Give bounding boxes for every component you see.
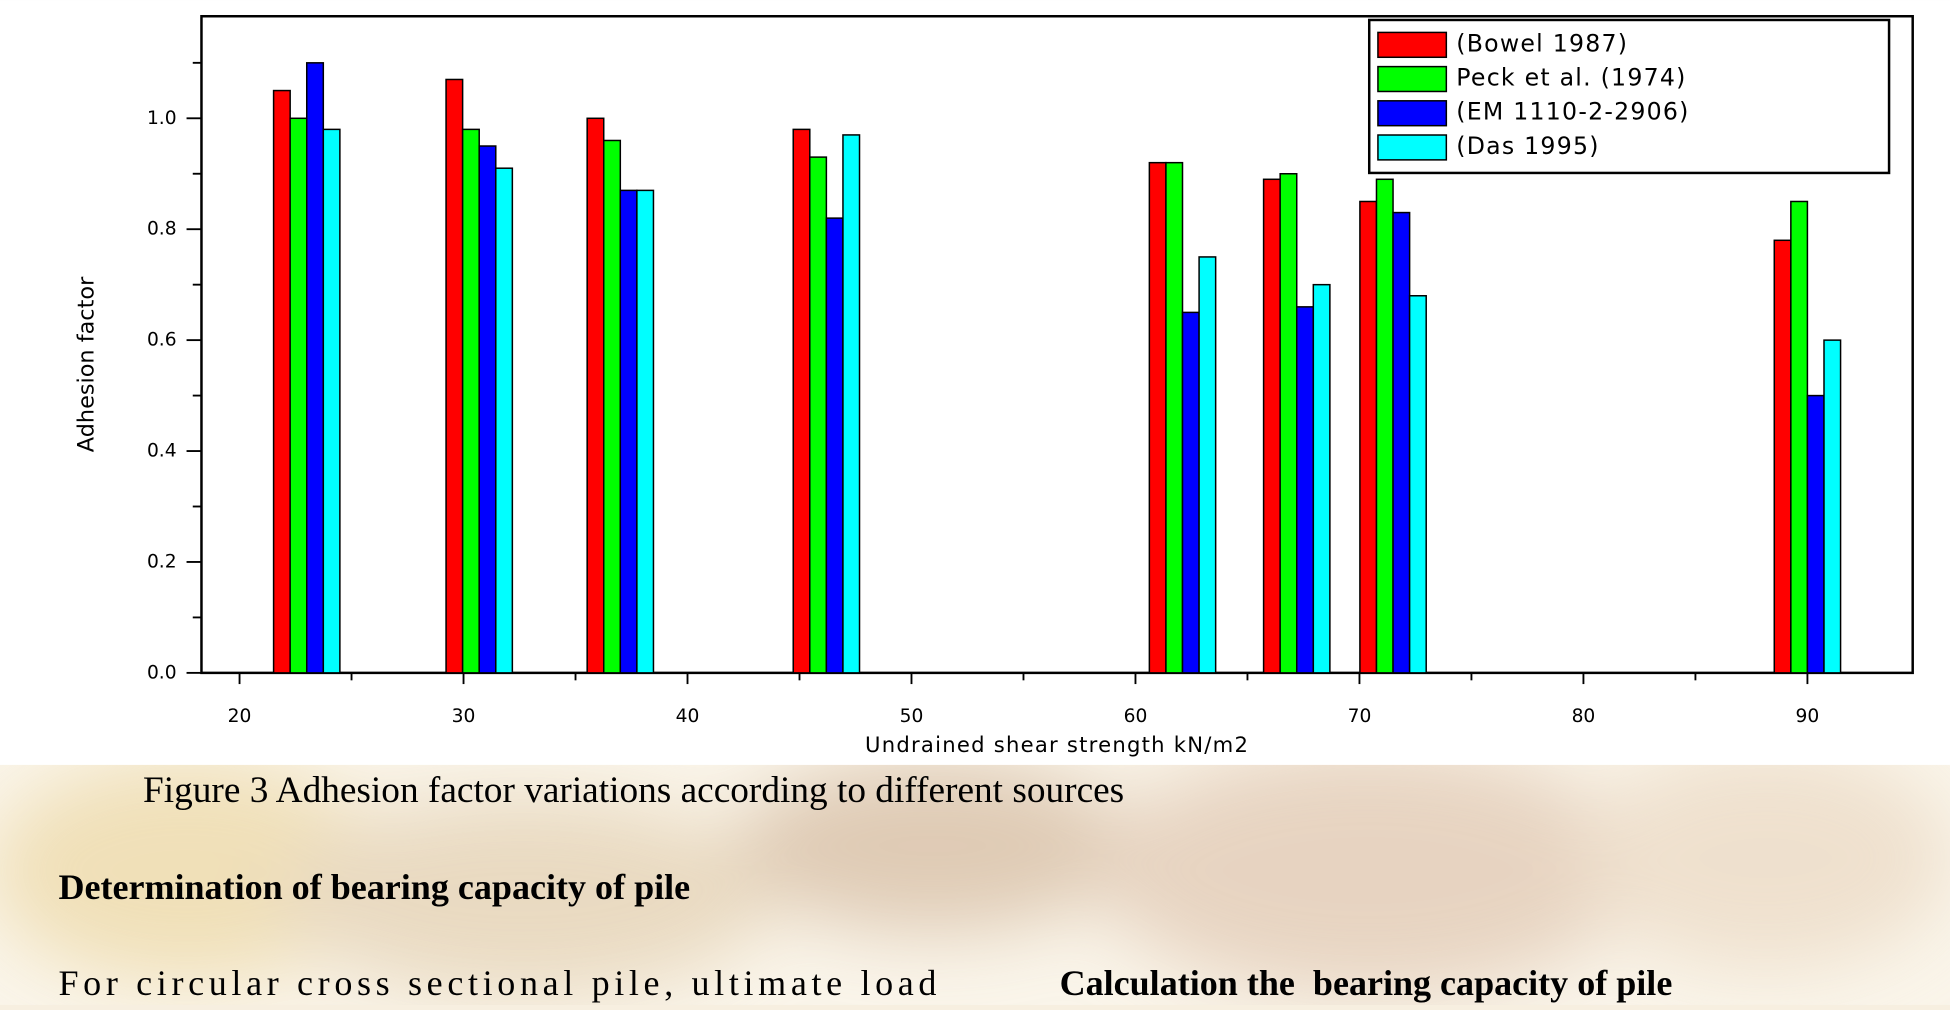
bar: [809, 156, 828, 674]
x-tick-label: 60: [1124, 706, 1148, 727]
y-tick-label: 0.8: [147, 219, 177, 240]
bar: [586, 117, 605, 674]
bar: [1148, 161, 1167, 674]
bar: [842, 134, 861, 674]
bar: [636, 189, 655, 674]
y-tick-label: 0.6: [147, 330, 177, 351]
x-tick-label: 80: [1572, 706, 1596, 727]
bar: [825, 217, 844, 674]
y-tick-label: 0.4: [147, 441, 177, 462]
bar: [461, 128, 480, 674]
bar: [445, 78, 464, 674]
x-tick-label: 70: [1348, 706, 1372, 727]
bar: [289, 117, 308, 674]
x-tick-label: 20: [228, 706, 252, 727]
bar: [1359, 200, 1378, 674]
legend-label: Peck et al. (1974): [1456, 64, 1686, 92]
bar: [1262, 178, 1281, 674]
bar: [305, 62, 325, 674]
plot-frame: [200, 15, 1914, 675]
legend-swatch: [1377, 31, 1448, 59]
x-tick-label: 90: [1796, 706, 1820, 727]
legend-label: (Bowel 1987): [1456, 29, 1628, 57]
bar: [1375, 178, 1394, 674]
bar: [1806, 394, 1825, 674]
bar: [495, 167, 514, 674]
x-tick-label: 40: [676, 706, 700, 727]
bar: [1312, 283, 1331, 674]
bar: [602, 139, 622, 674]
bar: [1392, 211, 1411, 674]
legend-swatch: [1377, 65, 1448, 93]
legend-label: (EM 1110-2-2906): [1456, 98, 1689, 126]
paragraph: For circular cross sectional pile, ultim…: [58, 963, 936, 1003]
bar: [1198, 256, 1217, 674]
bar: [1181, 311, 1200, 674]
bar: [1823, 339, 1842, 674]
section-heading: Calculation the bearing capacity of pile: [1060, 963, 1673, 1003]
legend-swatch: [1377, 134, 1448, 161]
y-axis-label: Adhesion factor: [74, 276, 100, 452]
x-tick-label: 30: [452, 706, 476, 727]
x-tick-label: 50: [900, 706, 924, 727]
y-tick-label: 0.0: [147, 662, 177, 683]
legend-swatch: [1377, 100, 1448, 127]
bar: [1165, 161, 1184, 674]
bar: [1790, 200, 1809, 674]
bar: [1295, 306, 1315, 674]
watermark: [0, 746, 1950, 995]
y-tick-label: 0.2: [147, 551, 177, 572]
figure-caption: Figure 3 Adhesion factor variations acco…: [143, 770, 1124, 811]
bar: [322, 128, 341, 674]
bar: [478, 145, 497, 674]
bar: [1773, 239, 1792, 674]
x-axis-label: Undrained shear strength kN/m2: [865, 732, 1249, 757]
legend-label: (Das 1995): [1456, 132, 1599, 160]
bar: [272, 89, 291, 674]
legend-box: [1367, 18, 1891, 175]
y-tick-label: 1.0: [147, 108, 177, 129]
bar: [1279, 173, 1298, 674]
bar: [792, 128, 811, 674]
bar: [1408, 295, 1427, 674]
chart: 0.0 0.2 0.4 0.6 0.8 1.0 20 30 40 50 60 70 80 90 (Bowel…: [147, 15, 1914, 727]
bar: [619, 189, 638, 674]
section-heading: Determination of bearing capacity of pil…: [58, 867, 690, 907]
